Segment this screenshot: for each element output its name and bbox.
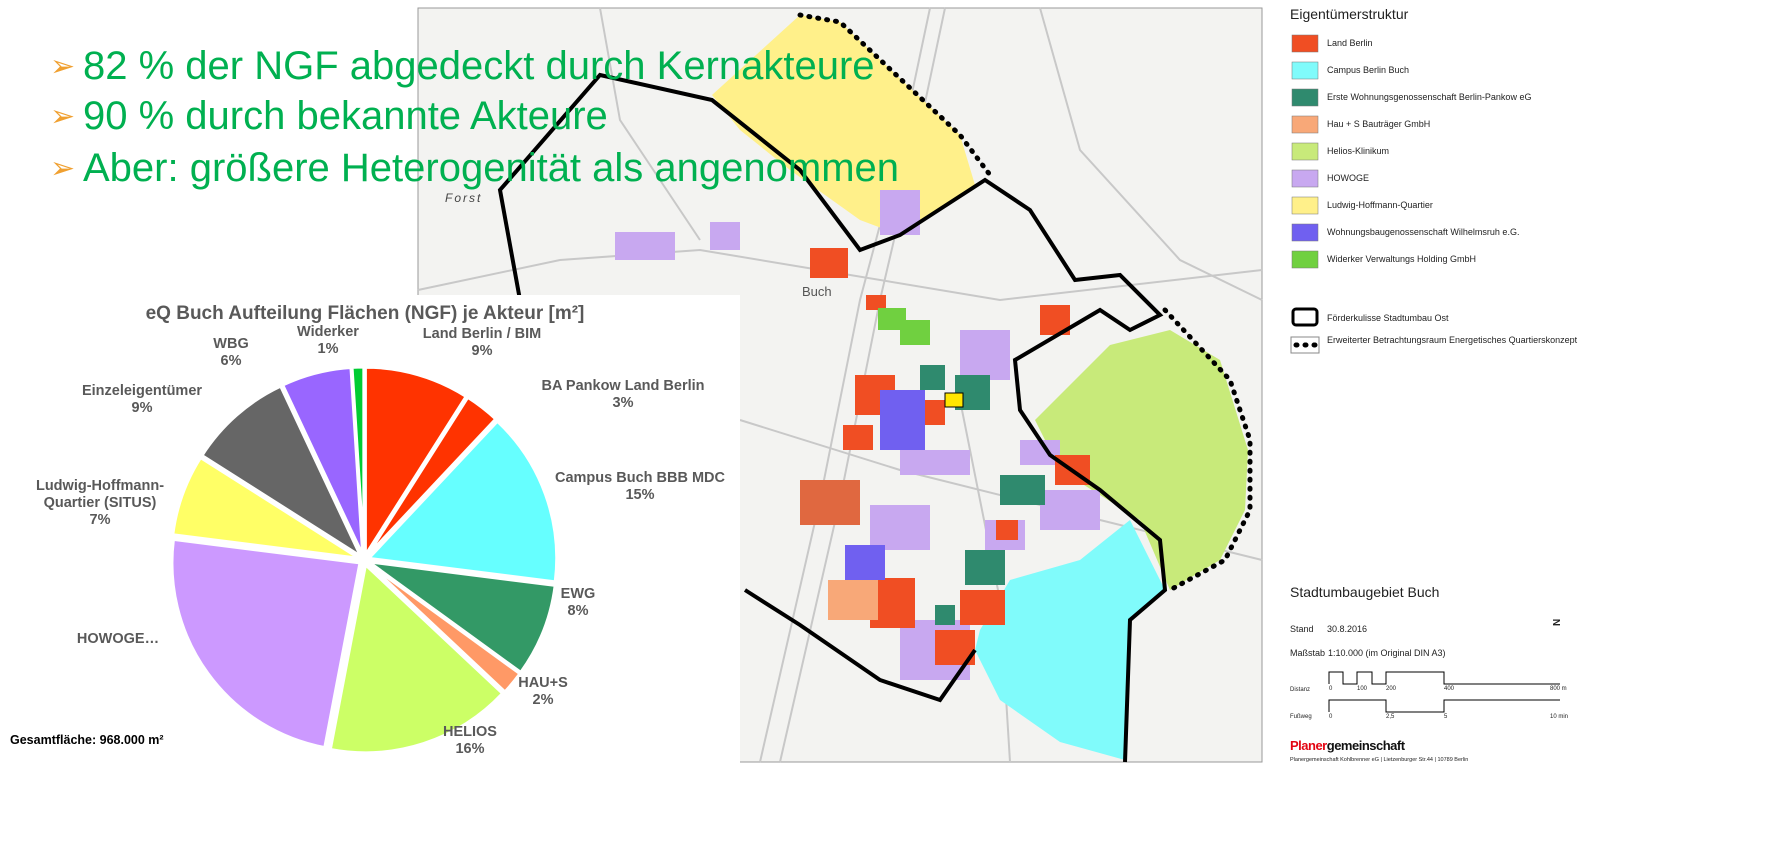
info-label: Maßstab: [1290, 648, 1325, 658]
pie-label-name: HELIOS: [420, 724, 520, 741]
legend-label: Erste Wohnungsgenossenschaft Berlin-Pank…: [1327, 92, 1531, 102]
legend-swatch: [1292, 251, 1318, 268]
bullet: ➢82 % der NGF abgedeckt durch Kernakteur…: [50, 42, 875, 91]
legend: Land Berlin Campus Berlin Buch Erste Wohnu…: [1292, 35, 1531, 268]
scale-label: 2,5: [1386, 714, 1395, 720]
legend-label: Campus Berlin Buch: [1327, 65, 1409, 75]
info-value: 1:10.000 (im Original DIN A3): [1328, 648, 1446, 658]
legend-swatch: [1292, 224, 1318, 241]
bullet-text: 82 % der NGF abgedeckt durch Kernakteure: [83, 44, 875, 88]
slide: Forst Buch Eigentümerstruktur Land Berli…: [0, 0, 1769, 858]
scale-label: 800 m: [1550, 686, 1567, 692]
legend-swatch: [1293, 309, 1317, 325]
bullet-text: Aber: größere Heterogenität als angenomm…: [83, 146, 899, 190]
legend-label: HOWOGE: [1327, 173, 1369, 183]
scale-label: 200: [1386, 686, 1397, 692]
brand-part: gemeinschaft: [1327, 738, 1406, 753]
legend-swatch: [1292, 62, 1318, 79]
pie-label-value: 15%: [555, 487, 725, 504]
pie-label-name: BA Pankow Land Berlin: [513, 378, 733, 395]
info-label: Fußweg: [1290, 714, 1312, 720]
north-arrow: N: [1552, 619, 1563, 626]
legend-swatch: [1292, 89, 1318, 106]
pie-label-name: Land Berlin / BIM: [382, 326, 582, 343]
pie-label-name: EWG: [538, 586, 618, 603]
chart-title: eQ Buch Aufteilung Flächen (NGF) je Akte…: [60, 303, 670, 325]
pie-label-value: 6%: [201, 353, 261, 370]
legend-label: Wohnungsbaugenossenschaft Wilhelmsruh e.…: [1327, 227, 1519, 237]
pie-label: Ludwig-Hoffmann-Quartier (SITUS)7%: [25, 478, 175, 529]
bullet-arrow: ➢: [50, 93, 83, 141]
scale-bar: [1329, 672, 1560, 684]
pie-label-name: Campus Buch BBB MDC: [555, 470, 725, 487]
legend-label: Widerker Verwaltungs Holding GmbH: [1327, 254, 1476, 264]
wbg-block: [880, 390, 925, 450]
scale-label: 10 min: [1550, 714, 1568, 720]
chart-note: Gesamtfläche: 968.000 m²: [10, 733, 164, 747]
bullet: ➢Aber: größere Heterogenität als angenom…: [50, 144, 899, 193]
wbg-block: [845, 545, 885, 580]
address: Planergemeinschaft Kohlbrenner eG | Liet…: [1290, 757, 1468, 763]
map-label: Forst: [445, 191, 482, 205]
widerker-block: [878, 308, 906, 330]
pie-label-name: WBG: [201, 336, 261, 353]
haus-block: [828, 580, 878, 620]
pie-label-value: 7%: [25, 512, 175, 529]
location-marker: [945, 393, 963, 407]
brand: Planergemeinschaft: [1290, 738, 1406, 753]
map-label: Buch: [802, 284, 832, 299]
pie-label-value: 1%: [288, 341, 368, 358]
scale-label: 0: [1329, 686, 1333, 692]
legend-swatch: [1292, 35, 1318, 52]
info-label: Distanz: [1290, 687, 1310, 693]
legend-swatch: [1292, 143, 1318, 160]
pie-label: HOWOGE…: [58, 631, 178, 648]
pie-label-name: Einzeleigentümer: [62, 383, 222, 400]
bullet-arrow: ➢: [50, 43, 83, 91]
bullet-text: 90 % durch bekannte Akteure: [83, 94, 608, 138]
info-title: Stadtumbaugebiet Buch: [1290, 584, 1439, 600]
legend-label: Erweiterter Betrachtungsraum Energetisch…: [1327, 335, 1578, 345]
scale-ticks: 0 100 200 400 800 m 0 2,5 5 10 min: [1329, 686, 1568, 720]
pie-label-value: 9%: [62, 400, 222, 417]
pie-label-value: 9%: [382, 343, 582, 360]
legend-label: Hau + S Bauträger GmbH: [1327, 119, 1430, 129]
pie-label-value: 3%: [513, 395, 733, 412]
scale-label: 5: [1444, 714, 1448, 720]
bullet: ➢90 % durch bekannte Akteure: [50, 92, 608, 141]
pie-label-value: 16%: [420, 741, 520, 758]
pie-label: Campus Buch BBB MDC15%: [555, 470, 725, 504]
legend-swatch: [1292, 116, 1318, 133]
scale-label: 0: [1329, 714, 1333, 720]
legend-label: Förderkulisse Stadtumbau Ost: [1327, 313, 1449, 323]
pie-label-name: Ludwig-Hoffmann-Quartier (SITUS): [25, 478, 175, 512]
legend-label: Ludwig-Hoffmann-Quartier: [1327, 200, 1433, 210]
legend-label: Land Berlin: [1327, 38, 1373, 48]
bullet-arrow: ➢: [50, 145, 83, 193]
scale-label: 400: [1444, 686, 1455, 692]
pie-label-value: 2%: [503, 692, 583, 709]
scale-bar: [1329, 700, 1560, 712]
legend-label: Helios-Klinikum: [1327, 146, 1389, 156]
pie-label-name: HAU+S: [503, 675, 583, 692]
pie-label-value: 8%: [538, 603, 618, 620]
info-label: Stand: [1290, 624, 1314, 634]
pie-label-name: HOWOGE…: [58, 631, 178, 648]
scale-label: 100: [1357, 686, 1368, 692]
legend-swatch: [1292, 197, 1318, 214]
info-value: 30.8.2016: [1327, 624, 1367, 634]
legend-title: Eigentümerstruktur: [1290, 6, 1409, 22]
legend-swatch: [1292, 170, 1318, 187]
brand-part: Planer: [1290, 738, 1327, 753]
pie-label-name: Widerker: [288, 324, 368, 341]
